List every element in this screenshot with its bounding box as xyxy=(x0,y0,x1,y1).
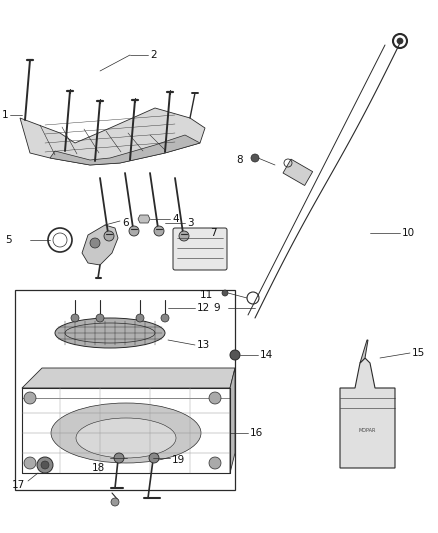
Circle shape xyxy=(114,453,124,463)
Text: 17: 17 xyxy=(11,480,25,490)
Text: 8: 8 xyxy=(237,155,243,165)
FancyBboxPatch shape xyxy=(173,228,227,270)
Circle shape xyxy=(41,461,49,469)
Circle shape xyxy=(24,392,36,404)
Circle shape xyxy=(230,350,240,360)
Polygon shape xyxy=(360,340,368,363)
Circle shape xyxy=(397,38,403,44)
Circle shape xyxy=(149,453,159,463)
Polygon shape xyxy=(340,358,395,468)
Text: 2: 2 xyxy=(150,50,157,60)
Text: 10: 10 xyxy=(402,228,415,238)
Circle shape xyxy=(209,457,221,469)
Circle shape xyxy=(209,392,221,404)
Bar xyxy=(15,290,235,490)
Circle shape xyxy=(37,457,53,473)
Circle shape xyxy=(104,231,114,241)
Polygon shape xyxy=(20,108,205,165)
Circle shape xyxy=(96,314,104,322)
Text: 1: 1 xyxy=(2,110,9,120)
Circle shape xyxy=(90,238,100,248)
Circle shape xyxy=(161,314,169,322)
Ellipse shape xyxy=(51,403,201,463)
Circle shape xyxy=(154,226,164,236)
Polygon shape xyxy=(230,368,235,473)
Circle shape xyxy=(222,290,228,296)
Polygon shape xyxy=(138,215,150,223)
Circle shape xyxy=(136,314,144,322)
Circle shape xyxy=(251,154,259,162)
Bar xyxy=(283,159,313,185)
Polygon shape xyxy=(50,135,200,165)
Text: 6: 6 xyxy=(122,218,129,228)
Circle shape xyxy=(179,231,189,241)
Text: 14: 14 xyxy=(260,350,273,360)
Text: 3: 3 xyxy=(187,218,194,228)
Text: 16: 16 xyxy=(250,428,263,438)
Text: 13: 13 xyxy=(197,340,210,350)
Text: 12: 12 xyxy=(197,303,210,313)
Text: 19: 19 xyxy=(172,455,185,465)
Polygon shape xyxy=(22,368,235,388)
Ellipse shape xyxy=(55,318,165,348)
Circle shape xyxy=(71,314,79,322)
Circle shape xyxy=(111,498,119,506)
Text: 4: 4 xyxy=(172,214,179,224)
Circle shape xyxy=(24,457,36,469)
Text: 7: 7 xyxy=(210,228,217,238)
Text: 11: 11 xyxy=(200,290,213,300)
Text: 18: 18 xyxy=(92,463,105,473)
Ellipse shape xyxy=(76,418,176,458)
Text: MOPAR: MOPAR xyxy=(358,427,376,432)
Polygon shape xyxy=(82,225,118,265)
Text: 5: 5 xyxy=(5,235,12,245)
Text: 15: 15 xyxy=(412,348,425,358)
Circle shape xyxy=(129,226,139,236)
Text: 9: 9 xyxy=(213,303,220,313)
